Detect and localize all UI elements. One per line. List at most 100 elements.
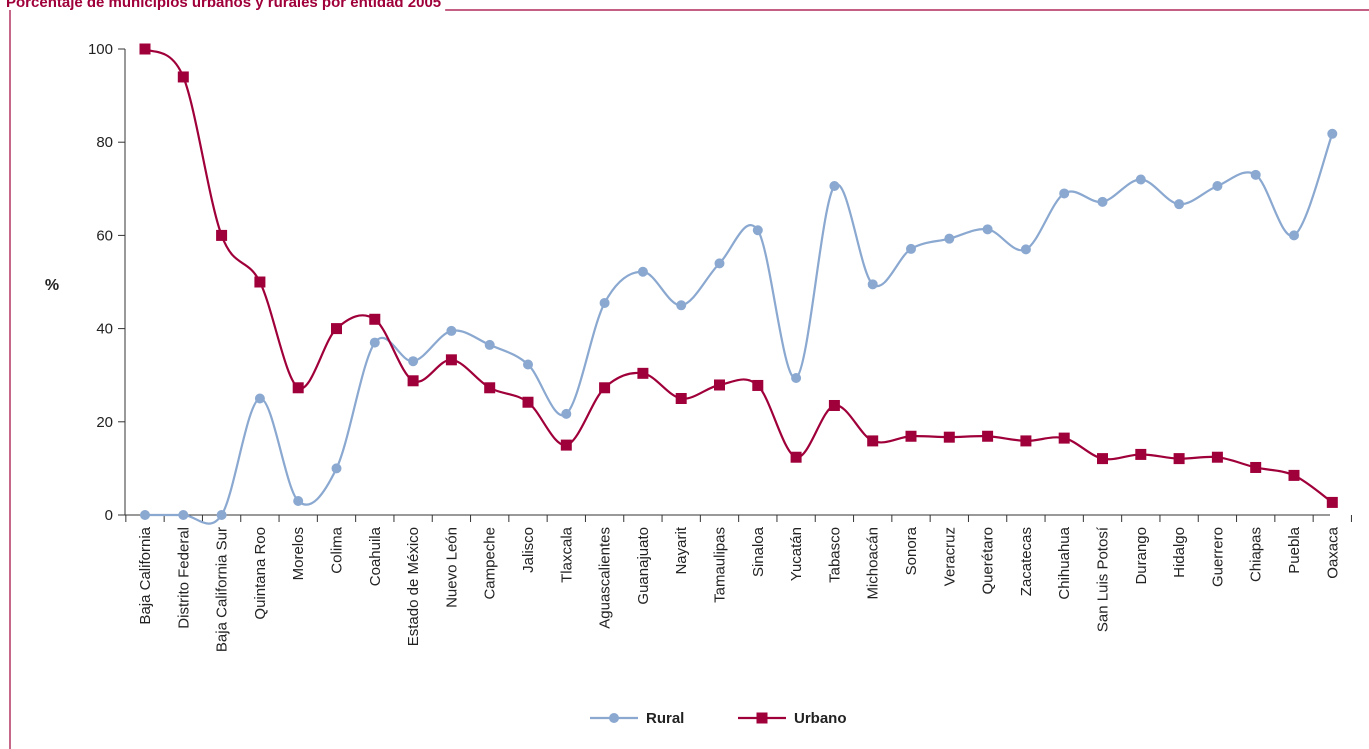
x-category-label: Yucatán [788,527,805,581]
data-point [982,430,994,442]
x-category-label: Chiapas [1248,527,1265,582]
data-point [1250,461,1262,473]
data-point [560,439,572,451]
data-point [445,354,457,366]
x-category-label: Quintana Roo [252,527,269,620]
data-point [1135,448,1147,460]
data-point [140,510,150,520]
x-category-label: Nayarit [673,526,690,574]
data-point [1173,453,1185,465]
x-category-label: Durango [1133,527,1150,585]
data-point [714,258,725,269]
x-category-label: Hidalgo [1171,527,1188,578]
data-point [408,356,419,367]
y-tick-label: 20 [96,414,113,431]
y-axis-label: % [45,277,59,294]
legend-item-rural: Rural [590,710,684,727]
series-urbano [139,43,1338,508]
legend-item-urbano: Urbano [738,710,847,727]
legend-label: Urbano [794,710,847,727]
series-layer [139,43,1338,525]
data-point [331,463,342,474]
data-point [943,431,955,443]
data-point [254,276,266,288]
data-point [1327,128,1338,139]
data-point [829,181,840,192]
x-category-label: Baja California Sur [214,527,231,652]
x-category-label: Jalisco [520,527,537,573]
legend: Rural Urbano [590,710,847,727]
data-point [178,510,189,520]
legend-marker [756,712,768,724]
x-category-label: Zacatecas [1018,527,1035,596]
chart-title: Porcentaje de municipios urbanos y rural… [6,0,442,11]
x-category-label: Chihuahua [1056,526,1073,599]
x-category-label: Tabasco [826,527,843,583]
data-point [1135,174,1146,185]
x-category-label: Colima [329,526,346,573]
data-point [828,399,840,411]
x-axis: Baja California Distrito Federal Baja Cali… [125,514,1352,652]
data-point [752,225,763,236]
data-point [293,496,304,507]
data-point [1174,199,1185,210]
data-point [906,243,916,254]
data-point [484,382,496,394]
data-point [867,435,879,447]
x-category-label: Campeche [482,527,499,600]
data-point [637,367,649,379]
legend-marker [609,713,619,723]
data-point [369,337,380,348]
x-category-label: Tamaulipas [712,527,729,603]
data-point [1250,169,1261,180]
data-point [216,510,227,520]
data-point [905,430,917,442]
data-point [1020,435,1032,447]
y-tick-label: 60 [96,227,113,244]
legend-label: Rural [646,710,684,727]
x-category-label: San Luis Potosí [1095,526,1112,632]
data-point [1097,453,1108,465]
data-point [599,382,611,394]
y-tick-label: 0 [105,507,113,524]
data-point [1059,188,1070,199]
x-category-label: Guanajuato [635,527,652,605]
data-point [752,379,764,391]
data-point [216,229,228,241]
data-point [331,323,342,335]
data-point [714,379,725,391]
x-category-label: Sonora [903,526,920,575]
data-point [867,279,878,290]
series-line-rural [145,133,1334,525]
data-point [1211,451,1223,463]
data-point [790,451,802,463]
series-rural [140,128,1338,525]
data-point [484,339,495,350]
y-axis: 0 20 40 60 80 100 [88,41,126,524]
data-point [637,266,648,277]
chart-border [9,9,1369,749]
data-point [1326,496,1338,508]
x-category-label: Baja California [137,526,154,624]
series-line-urbano [144,48,1333,504]
data-point [1058,432,1070,444]
x-category-label: Distrito Federal [175,527,192,629]
x-category-label: Querétaro [980,527,997,595]
data-point [139,43,151,55]
data-point [522,396,534,408]
data-point [1288,469,1300,481]
x-category-label: Coahuila [367,526,384,586]
data-point [1097,196,1108,207]
data-point [599,297,610,308]
x-category-label: Tlaxcala [558,526,575,583]
x-category-label: Nuevo León [443,527,460,608]
y-tick-label: 100 [88,41,113,58]
x-category-label: Sinaloa [750,526,767,577]
data-point [675,393,687,404]
x-category-label: Estado de México [405,527,422,646]
data-point [1212,181,1223,192]
y-tick-label: 80 [96,134,113,151]
data-point [1020,244,1031,255]
